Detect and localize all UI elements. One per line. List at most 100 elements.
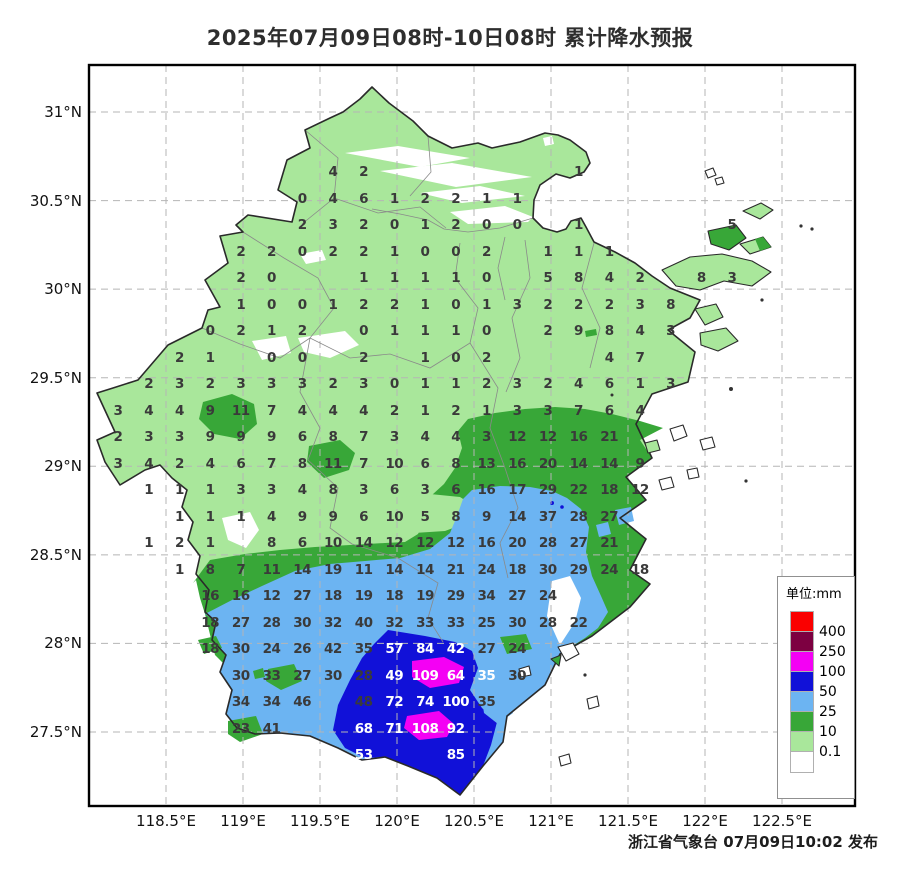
grid-value: 1 — [236, 508, 246, 525]
grid-value: 3 — [174, 376, 184, 392]
grid-value: 7 — [236, 561, 246, 578]
grid-value: 24 — [600, 561, 619, 578]
grid-value: 0 — [481, 270, 491, 286]
blob-10-25-mid — [307, 440, 355, 478]
grid-value: 5 — [543, 270, 553, 286]
grid-value: 4 — [359, 402, 369, 419]
grid-value: 6 — [604, 402, 614, 419]
grid-value: 6 — [297, 535, 307, 551]
grid-value: 4 — [144, 455, 154, 472]
grid-value: 1 — [481, 402, 491, 419]
grid-value: 1 — [451, 323, 461, 339]
grid-value: 7 — [267, 455, 276, 472]
grid-value: 6 — [297, 429, 307, 445]
grid-value: 16 — [231, 588, 250, 604]
legend-swatch — [790, 711, 814, 733]
grid-value: 9 — [267, 429, 276, 445]
grid-value: 3 — [512, 376, 522, 392]
grid-value: 2 — [236, 270, 246, 286]
grid-value: 2 — [328, 243, 338, 260]
page-title: 2025年07月09日08时-10日08时 累计降水预报 — [206, 26, 694, 50]
grid-value: 2 — [359, 243, 369, 260]
grid-value: 1 — [420, 323, 430, 339]
grid-value: 2 — [420, 190, 430, 207]
x-tick-label: 120.5°E — [444, 812, 504, 830]
grid-value: 4 — [604, 270, 614, 286]
grid-value: 2 — [359, 349, 369, 366]
grid-value: 32 — [385, 614, 404, 631]
grid-value: 23 — [231, 720, 250, 737]
pocket-25-50-south — [482, 694, 513, 724]
grid-value: 30 — [231, 667, 250, 684]
grid-value: 6 — [604, 376, 614, 392]
legend-swatch — [790, 691, 814, 713]
grid-value: 9 — [574, 323, 583, 339]
legend-threshold: 25 — [819, 704, 837, 720]
grid-value: 28 — [538, 535, 557, 551]
white-patches — [222, 136, 581, 645]
grid-value: 4 — [297, 402, 307, 419]
grid-value: 1 — [420, 296, 430, 313]
y-tick-label: 29.5°N — [29, 368, 82, 387]
grid-value: 2 — [174, 455, 184, 472]
island-zhoushan — [661, 253, 772, 291]
grid-value: 108 — [411, 720, 439, 737]
grid-value: 30 — [323, 667, 342, 684]
grid-value: 0 — [481, 323, 491, 339]
grid-value: 21 — [446, 561, 465, 578]
grid-value: 3 — [481, 429, 491, 445]
grid-value: 27 — [569, 535, 588, 551]
grid-value: 8 — [696, 270, 706, 286]
boundary-layer — [96, 86, 814, 796]
legend-swatch — [790, 611, 814, 633]
grid-value: 35 — [477, 694, 496, 710]
grid-value: 7 — [267, 402, 276, 419]
grid-value: 19 — [416, 588, 434, 604]
province-outline — [96, 86, 701, 796]
grid-value: 1 — [174, 561, 184, 578]
grid-value: 19 — [354, 588, 373, 604]
grid-value: 14 — [600, 455, 619, 472]
grid-value: 0 — [267, 270, 276, 286]
grid-value: 3 — [512, 402, 522, 419]
grid-value: 30 — [231, 641, 250, 657]
grid-value: 2 — [451, 190, 461, 207]
grid-value: 5 — [727, 217, 737, 233]
grid-value: 2 — [451, 217, 461, 233]
grid-value: 8 — [328, 429, 338, 445]
grid-value: 12 — [538, 429, 557, 445]
grid-value: 0 — [451, 243, 461, 260]
grid-value: 18 — [630, 561, 649, 578]
grid-value: 7 — [359, 455, 369, 472]
grid-value: 1 — [635, 376, 645, 392]
grid-value: 0 — [512, 217, 522, 233]
grid-value: 3 — [543, 402, 553, 419]
grid-value: 24 — [262, 641, 281, 657]
grid-value: 3 — [236, 376, 246, 392]
x-tick-label: 118.5°E — [136, 812, 196, 830]
grid-value: 22 — [569, 614, 588, 631]
gridlines — [89, 65, 855, 806]
grid-value: 25 — [477, 614, 496, 631]
grid-value: 2 — [481, 376, 491, 392]
grid-value: 8 — [297, 455, 307, 472]
grid-value: 57 — [385, 641, 404, 657]
grid-value: 1 — [420, 217, 430, 233]
grid-value: 1 — [420, 376, 430, 392]
grid-value: 37 — [538, 508, 557, 525]
grid-value: 33 — [262, 667, 281, 684]
grid-value: 33 — [446, 614, 465, 631]
x-tick-label: 119°E — [220, 812, 266, 830]
prefecture-borders — [201, 129, 601, 643]
grid-value: 33 — [416, 614, 434, 631]
grid-value: 9 — [297, 508, 307, 525]
grid-value: 2 — [174, 535, 184, 551]
grid-value: 1 — [174, 482, 184, 498]
pocket-10-25-s1 — [228, 716, 263, 742]
grid-value: 3 — [113, 402, 123, 419]
grid-value: 2 — [113, 429, 123, 445]
grid-value: 2 — [604, 296, 614, 313]
grid-value: 0 — [451, 349, 461, 366]
y-tick-label: 27.5°N — [29, 722, 82, 741]
